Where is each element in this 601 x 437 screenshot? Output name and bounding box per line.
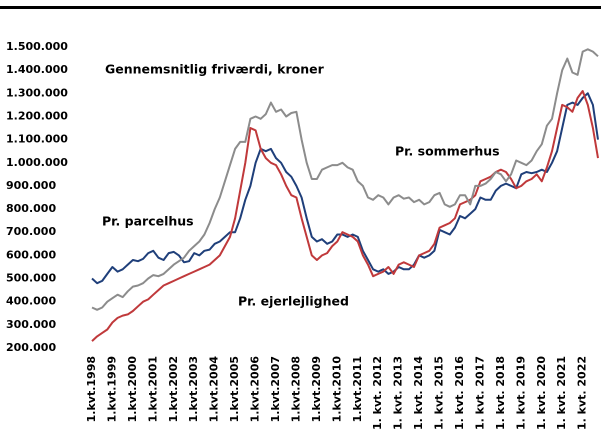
y-tick-label: 400.000 [6, 295, 56, 308]
x-tick-label: 1.kvt.2002 [167, 356, 180, 422]
y-tick-label: 500.000 [6, 272, 56, 285]
x-tick-label: 1.kvt.1999 [105, 356, 118, 422]
x-tick-label: 1.kvt.2010 [330, 356, 343, 423]
x-tick-label: 1.kvt.2011 [351, 356, 364, 422]
x-tick-label: 1. kvt. 2018 [494, 356, 507, 430]
x-tick-label: 1.kvt.2004 [208, 356, 221, 423]
x-tick-label: 1.kvt.2000 [126, 356, 139, 423]
x-tick-label: 1. kvt. 2019 [514, 356, 527, 430]
y-tick-label: 1.000.000 [6, 156, 68, 169]
x-tick-label: 1. kvt. 2022 [576, 356, 589, 430]
chart-title: Gennemsnitlig friværdi, kroner [105, 62, 325, 77]
series-label: Pr. ejerlejlighed [238, 294, 349, 309]
x-tick-label: 1. kvt. 2012 [371, 356, 384, 430]
x-tick-label: 1.kvt.2005 [228, 356, 241, 422]
y-tick-label: 300.000 [6, 318, 56, 331]
y-tick-label: 1.500.000 [6, 40, 68, 53]
x-tick-label: 1.kvt.2009 [310, 356, 323, 422]
y-tick-label: 1.300.000 [6, 86, 68, 99]
y-tick-label: 1.100.000 [6, 133, 68, 146]
y-tick-label: 1.400.000 [6, 63, 68, 76]
x-tick-label: 1.kvt.2003 [187, 356, 200, 422]
x-tick-label: 1. kvt. 2016 [453, 356, 466, 430]
top-border [0, 6, 601, 9]
y-tick-label: 700.000 [6, 225, 56, 238]
x-tick-label: 1.kvt.2001 [146, 356, 159, 422]
series-label: Pr. parcelhus [102, 214, 194, 229]
x-tick-label: 1.kvt.2008 [289, 356, 302, 422]
x-tick-label: 1.kvt.2006 [249, 356, 262, 423]
y-tick-label: 200.000 [6, 341, 56, 354]
series-label: Pr. sommerhus [395, 144, 500, 159]
y-tick-label: 900.000 [6, 179, 56, 192]
x-tick-label: 1. kvt. 2020 [535, 356, 548, 430]
y-tick-label: 1.200.000 [6, 109, 68, 122]
series-line [91, 92, 599, 285]
x-tick-label: 1. kvt. 2017 [473, 356, 486, 430]
x-tick-label: 1. kvt. 2014 [412, 356, 425, 430]
series-line [91, 48, 599, 311]
x-tick-label: 1. kvt. 2015 [433, 356, 446, 430]
y-tick-label: 800.000 [6, 202, 56, 215]
y-tick-label: 600.000 [6, 248, 56, 261]
x-tick-label: 1.kvt.1998 [85, 356, 98, 422]
x-tick-label: 1.kvt.2007 [269, 356, 282, 422]
x-tick-label: 1. kvt. 2021 [555, 356, 568, 430]
x-tick-label: 1. kvt. 2013 [392, 356, 405, 430]
series-line [91, 90, 599, 342]
